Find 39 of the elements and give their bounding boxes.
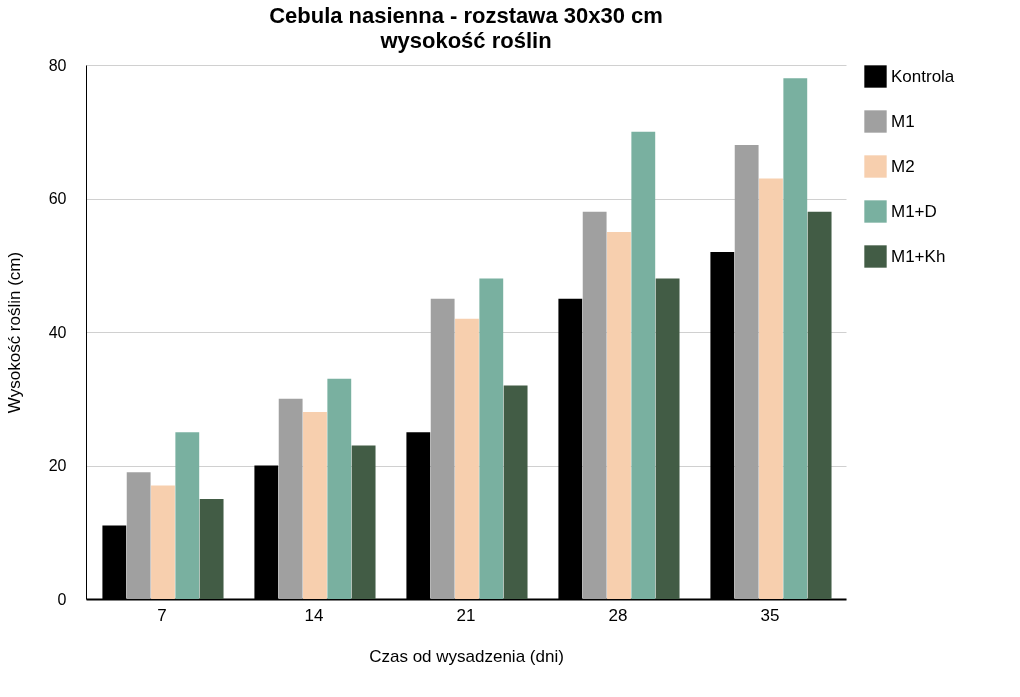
chart-subtitle: wysokość roślin [379, 28, 552, 53]
x-axis-title: Czas od wysadzenia (dni) [369, 646, 564, 666]
x-tick-label: 7 [157, 605, 167, 625]
y-tick-label: 40 [48, 323, 67, 341]
legend-label: Kontrola [891, 66, 955, 86]
y-tick-label: 80 [48, 56, 67, 74]
x-tick-label: 14 [304, 605, 324, 625]
bar [126, 472, 151, 599]
bar [175, 432, 200, 599]
bar [303, 412, 327, 599]
bar [807, 211, 832, 599]
bar [655, 278, 680, 599]
bar [199, 498, 224, 599]
bar [455, 318, 479, 599]
legend-label: M1 [891, 111, 915, 131]
bar [582, 211, 607, 599]
legend-label: M1+Kh [891, 246, 946, 266]
y-tick-label: 0 [57, 590, 67, 608]
bar [479, 278, 504, 599]
bar [503, 385, 528, 599]
y-tick-label: 60 [48, 190, 67, 207]
chart-title: Cebula nasienna - rozstawa 30x30 cm [269, 3, 663, 28]
bar [759, 178, 783, 599]
y-axis-title: Wysokość roślin (cm) [4, 251, 24, 414]
legend-label: M1+D [891, 201, 937, 221]
x-tick-label: 21 [456, 605, 476, 625]
bar [607, 231, 631, 599]
bar [783, 78, 808, 599]
bar [351, 445, 376, 599]
bar [631, 131, 656, 599]
bar [327, 378, 352, 599]
bar [430, 298, 455, 599]
bar [278, 398, 303, 599]
x-tick-label: 35 [760, 605, 780, 625]
bar [734, 145, 759, 599]
legend-label: M2 [891, 156, 915, 176]
x-tick-label: 28 [608, 605, 628, 625]
y-tick-label: 20 [48, 457, 67, 474]
bar [151, 485, 175, 599]
